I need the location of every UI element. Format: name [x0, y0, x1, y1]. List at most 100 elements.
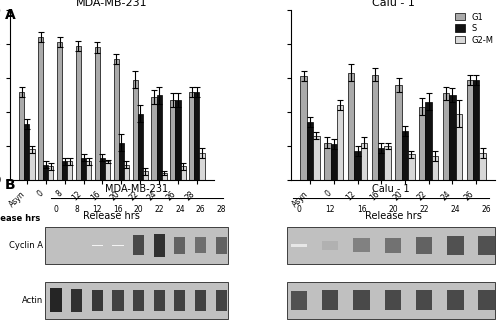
Text: Actin: Actin	[22, 296, 43, 305]
Bar	[30, 150, 35, 180]
Bar	[300, 76, 307, 180]
Bar	[408, 155, 414, 180]
Text: 12: 12	[326, 205, 335, 214]
Bar	[45, 227, 228, 264]
Text: 0: 0	[296, 205, 302, 214]
Text: 28: 28	[216, 205, 226, 214]
Bar	[143, 171, 148, 180]
Bar	[286, 227, 495, 264]
Title: MDA-MB-231: MDA-MB-231	[76, 0, 148, 8]
Bar	[174, 237, 186, 254]
Text: 20: 20	[134, 205, 143, 214]
Bar	[322, 241, 338, 250]
Text: 20: 20	[388, 205, 398, 214]
Bar	[466, 80, 473, 180]
Text: Release hrs: Release hrs	[0, 214, 40, 223]
Bar	[478, 291, 495, 310]
Bar	[50, 289, 62, 312]
Text: Cyclin A: Cyclin A	[9, 241, 43, 250]
Bar	[62, 161, 67, 180]
Bar	[133, 290, 144, 311]
Bar	[286, 282, 495, 319]
Bar	[384, 146, 391, 180]
Bar	[378, 148, 384, 180]
Bar	[92, 245, 103, 246]
Text: 0: 0	[54, 205, 59, 214]
Text: 8: 8	[74, 205, 79, 214]
Bar	[119, 142, 124, 180]
Bar	[24, 124, 29, 180]
Bar	[112, 290, 124, 311]
Bar	[443, 93, 449, 180]
Bar	[337, 105, 344, 180]
Bar	[456, 114, 462, 180]
Bar	[480, 153, 486, 180]
Text: A: A	[5, 8, 16, 23]
Bar	[384, 238, 401, 253]
Bar	[314, 136, 320, 180]
Bar	[402, 131, 408, 180]
Bar	[360, 142, 367, 180]
Bar	[195, 237, 206, 253]
Bar	[419, 107, 426, 180]
Bar	[478, 236, 495, 255]
Bar	[43, 165, 49, 180]
Bar	[57, 42, 62, 180]
Title: Calu - 1: Calu - 1	[372, 0, 414, 8]
Bar	[114, 59, 119, 180]
X-axis label: Release hrs: Release hrs	[364, 211, 422, 221]
Bar	[86, 161, 91, 180]
Bar	[449, 95, 456, 180]
Legend: G1, S, G2-M: G1, S, G2-M	[453, 11, 495, 46]
Bar	[92, 290, 103, 311]
Bar	[416, 237, 432, 254]
Bar	[473, 80, 480, 180]
Bar	[216, 290, 226, 311]
Bar	[76, 46, 81, 180]
Text: 12: 12	[92, 205, 102, 214]
Bar	[38, 37, 43, 180]
Bar	[138, 114, 143, 180]
Bar	[372, 75, 378, 180]
Text: 22: 22	[154, 205, 164, 214]
Text: 24: 24	[450, 205, 460, 214]
Bar	[322, 291, 338, 310]
Bar	[124, 165, 129, 180]
Bar	[174, 290, 186, 311]
Bar	[176, 100, 180, 180]
Bar	[416, 291, 432, 310]
Text: 16: 16	[357, 205, 366, 214]
Bar	[132, 80, 138, 180]
Bar	[447, 236, 464, 255]
Bar	[133, 235, 144, 255]
Bar	[154, 234, 165, 256]
Text: 16: 16	[113, 205, 122, 214]
Bar	[48, 166, 54, 180]
Text: Calu - 1: Calu - 1	[372, 184, 410, 194]
Bar	[307, 122, 314, 180]
Bar	[81, 158, 86, 180]
Bar	[45, 282, 228, 319]
Bar	[154, 290, 165, 311]
Bar	[200, 153, 204, 180]
Bar	[354, 291, 370, 310]
Bar	[291, 291, 307, 310]
Bar	[189, 92, 194, 180]
Bar	[348, 73, 354, 180]
Bar	[291, 244, 307, 247]
Bar	[324, 142, 330, 180]
Bar	[67, 161, 72, 180]
Bar	[384, 291, 401, 310]
Bar	[426, 102, 432, 180]
Bar	[180, 166, 186, 180]
Bar	[195, 290, 206, 311]
Bar	[100, 158, 105, 180]
X-axis label: Release hrs: Release hrs	[84, 211, 140, 221]
Text: 22: 22	[420, 205, 429, 214]
Text: 24: 24	[175, 205, 184, 214]
Bar	[162, 173, 166, 180]
Bar	[396, 85, 402, 180]
Bar	[354, 151, 360, 180]
Bar	[194, 92, 200, 180]
Text: MDA-MB-231: MDA-MB-231	[105, 184, 168, 194]
